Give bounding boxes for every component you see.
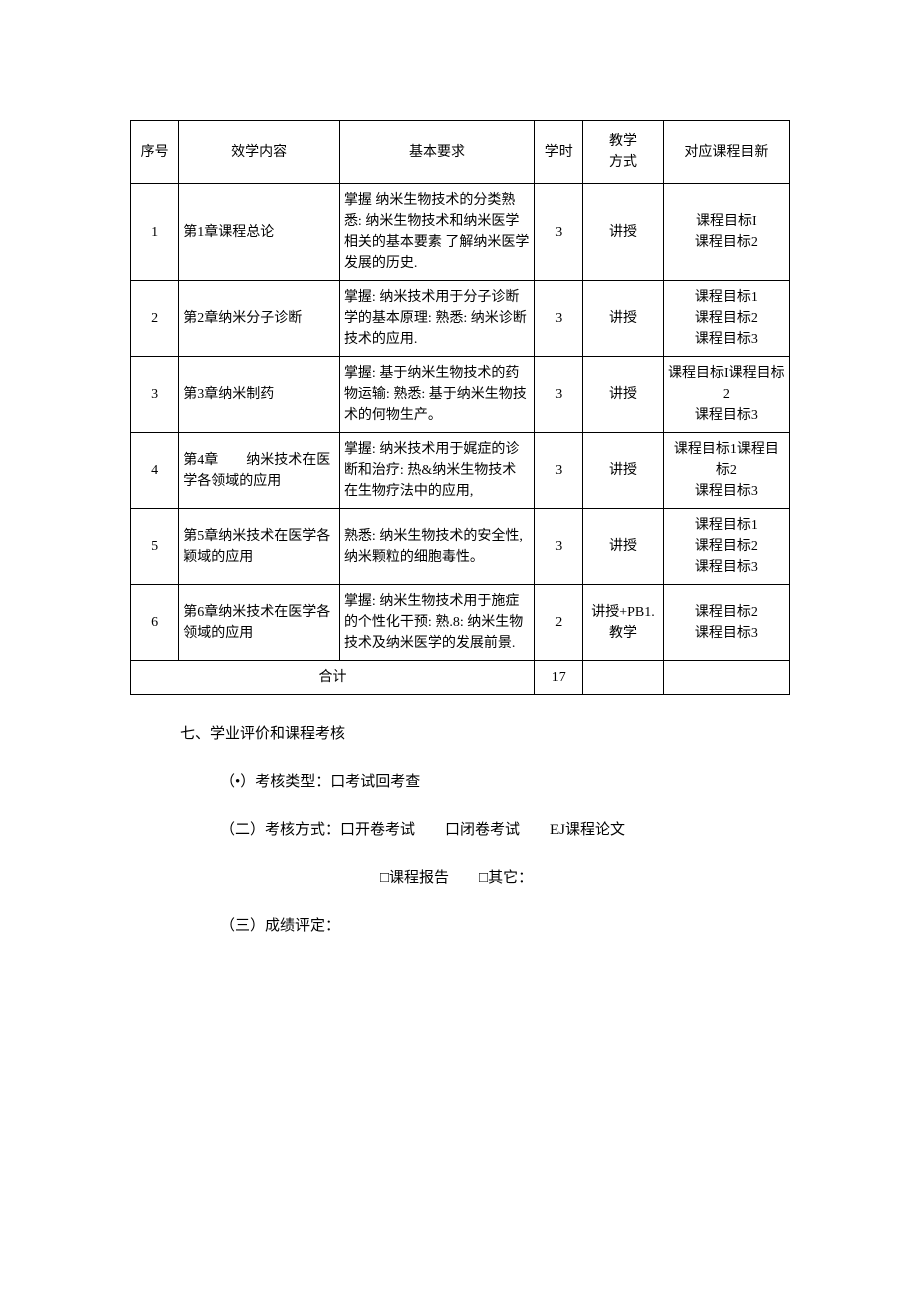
cell-method: 讲授 [583,509,663,585]
cell-req: 熟悉: 纳米生物技术的安全性, 纳米颗粒的细胞毒性。 [339,509,534,585]
cell-hours: 2 [535,585,583,661]
cell-obj: 课程目标I 课程目标2 [663,184,789,281]
assessment-method-line: （二）考核方式：口开卷考试 口闭卷考试 EJ课程论文 [180,815,790,845]
cell-obj: 课程目标2 课程目标3 [663,585,789,661]
cell-seq: 1 [131,184,179,281]
cell-req: 掌握: 纳米技术用于娓症的诊断和治疗: 热&纳米生物技术在生物疗法中的应用, [339,433,534,509]
table-row: 1 第1章课程总论 掌握 纳米生物技术的分类熟悉: 纳米生物技术和纳米医学相关的… [131,184,790,281]
cell-content: 第6章纳米技术在医学各领域的应用 [179,585,340,661]
cell-method: 讲授 [583,433,663,509]
cell-req: 掌握: 纳米技术用于分子诊断学的基本原理: 熟悉: 纳米诊断技术的应用. [339,281,534,357]
header-hours: 学时 [535,121,583,184]
table-total-row: 合计 17 [131,661,790,695]
assessment-type-line: （•）考核类型：口考试回考查 [180,767,790,797]
cell-seq: 5 [131,509,179,585]
table-row: 6 第6章纳米技术在医学各领域的应用 掌握: 纳米生物技术用于施症的个性化干预:… [131,585,790,661]
cell-content: 第2章纳米分子诊断 [179,281,340,357]
cell-content: 第3章纳米制药 [179,357,340,433]
total-hours: 17 [535,661,583,695]
cell-method: 讲授+PB1.教学 [583,585,663,661]
cell-content: 第4章 纳米技术在医学各领域的应用 [179,433,340,509]
table-row: 3 第3章纳米制药 掌握: 基于纳米生物技术的药物运输: 熟悉: 基于纳米生物技… [131,357,790,433]
header-method: 教学 方式 [583,121,663,184]
table-row: 2 第2章纳米分子诊断 掌握: 纳米技术用于分子诊断学的基本原理: 熟悉: 纳米… [131,281,790,357]
cell-seq: 6 [131,585,179,661]
cell-seq: 2 [131,281,179,357]
table-row: 5 第5章纳米技术在医学各颖域的应用 熟悉: 纳米生物技术的安全性, 纳米颗粒的… [131,509,790,585]
cell-hours: 3 [535,184,583,281]
cell-seq: 4 [131,433,179,509]
cell-req: 掌握 纳米生物技术的分类熟悉: 纳米生物技术和纳米医学相关的基本要素 了解纳米医… [339,184,534,281]
cell-obj: 课程目标1课程目标2 课程目标3 [663,433,789,509]
cell-method: 讲授 [583,184,663,281]
total-empty-method [583,661,663,695]
total-label: 合计 [131,661,535,695]
cell-req: 掌握: 纳米生物技术用于施症的个性化干预: 熟.8: 纳米生物技术及纳米医学的发… [339,585,534,661]
header-obj: 对应课程目新 [663,121,789,184]
table-header-row: 序号 效学内容 基本要求 学时 教学 方式 对应课程目新 [131,121,790,184]
table-row: 4 第4章 纳米技术在医学各领域的应用 掌握: 纳米技术用于娓症的诊断和治疗: … [131,433,790,509]
grade-line: （三）成绩评定： [180,911,790,941]
cell-content: 第5章纳米技术在医学各颖域的应用 [179,509,340,585]
cell-obj: 课程目标I课程目标2 课程目标3 [663,357,789,433]
cell-hours: 3 [535,281,583,357]
cell-hours: 3 [535,509,583,585]
assessment-method-line2: □课程报告 □其它： [180,863,790,893]
syllabus-table: 序号 效学内容 基本要求 学时 教学 方式 对应课程目新 1 第1章课程总论 掌… [130,120,790,695]
cell-method: 讲授 [583,281,663,357]
header-seq: 序号 [131,121,179,184]
cell-hours: 3 [535,433,583,509]
header-req: 基本要求 [339,121,534,184]
section-title: 七、学业评价和课程考核 [180,719,790,749]
total-empty-obj [663,661,789,695]
cell-content: 第1章课程总论 [179,184,340,281]
cell-hours: 3 [535,357,583,433]
assessment-section: 七、学业评价和课程考核 （•）考核类型：口考试回考查 （二）考核方式：口开卷考试… [130,719,790,941]
cell-method: 讲授 [583,357,663,433]
header-content: 效学内容 [179,121,340,184]
cell-seq: 3 [131,357,179,433]
cell-req: 掌握: 基于纳米生物技术的药物运输: 熟悉: 基于纳米生物技术的何物生产。 [339,357,534,433]
cell-obj: 课程目标1 课程目标2 课程目标3 [663,509,789,585]
cell-obj: 课程目标1 课程目标2 课程目标3 [663,281,789,357]
